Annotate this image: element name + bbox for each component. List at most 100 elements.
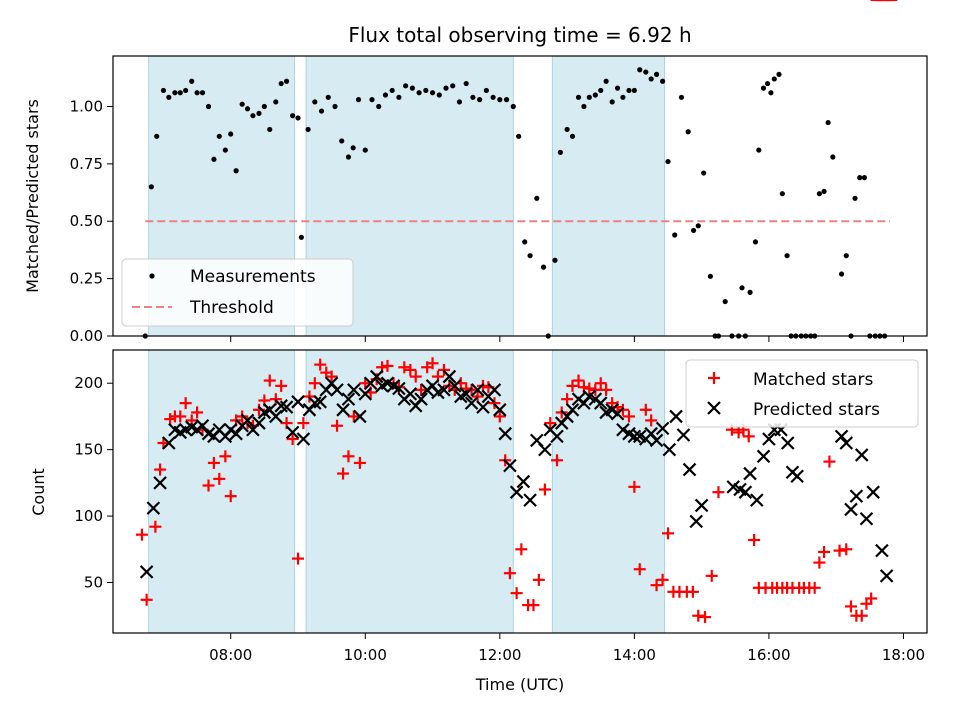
predicted-point [503, 458, 517, 473]
matched-point [572, 374, 585, 387]
measurement-point [503, 97, 510, 103]
matched-point [808, 581, 821, 594]
matched-point [527, 599, 540, 612]
measurement-point [756, 147, 762, 153]
predicted-star-points [139, 369, 894, 583]
measurement-point [295, 115, 301, 121]
x-axis-label: Time (UTC) [475, 675, 564, 694]
bottom-x-ticks: 08:00 10:00 12:00 14:00 16:00 18:00 [209, 633, 925, 664]
measurement-point [527, 253, 533, 259]
predicted-point [694, 498, 709, 513]
predicted-point [341, 392, 356, 406]
predicted-point [252, 416, 266, 430]
measurement-point [637, 67, 643, 73]
predicted-point [849, 489, 864, 503]
matched-point [515, 543, 528, 556]
measurement-point [355, 97, 362, 103]
measurement-point [177, 90, 183, 96]
measurement-point [760, 85, 767, 91]
matched-point [224, 490, 237, 503]
predicted-point [743, 466, 757, 481]
predicted-point [780, 436, 795, 450]
measurement-point [148, 184, 154, 190]
predicted-point [854, 448, 869, 462]
measurement-point [450, 83, 456, 89]
predicted-point [859, 511, 874, 526]
x-tick-label: 14:00 [613, 646, 656, 664]
matched-point [561, 393, 574, 406]
predicted-point [353, 409, 367, 424]
matched-point [409, 370, 422, 383]
matched-point [297, 417, 310, 430]
measurement-point [581, 103, 587, 110]
predicted-point [756, 449, 771, 464]
predicted-point [662, 442, 677, 457]
measurement-point [376, 103, 382, 110]
matched-point [742, 430, 755, 443]
predicted-point [493, 403, 507, 417]
measurement-point [256, 110, 262, 116]
predicted-point [146, 501, 161, 515]
matched-point [292, 552, 304, 565]
predicted-point [523, 493, 537, 507]
predicted-point [689, 514, 704, 529]
measurement-point [614, 85, 621, 91]
matched-point [705, 569, 718, 582]
predicted-point [550, 429, 564, 444]
measurement-point [764, 80, 771, 87]
predicted-point [593, 396, 608, 410]
matched-point [140, 593, 153, 606]
predicted-point [476, 400, 490, 414]
measurement-point [290, 113, 296, 119]
measurement-point [332, 103, 338, 110]
measurement-point [339, 138, 345, 144]
measurement-point [160, 87, 167, 94]
measurement-point [516, 133, 522, 139]
chart-title: Flux total observing time = 6.92 h [348, 23, 691, 47]
measurement-point [443, 85, 449, 91]
matched-point [325, 370, 338, 383]
measurement-point [273, 99, 279, 105]
measurement-point [739, 285, 745, 291]
matched-point [337, 467, 350, 480]
matched-point [589, 383, 602, 396]
measurement-point [690, 227, 697, 234]
matched-point [503, 567, 516, 580]
measurement-point [784, 253, 790, 259]
predicted-point [655, 421, 670, 436]
measurement-point [586, 94, 592, 100]
predicted-point [313, 395, 327, 409]
predicted-point [470, 383, 485, 397]
measurement-point [261, 103, 267, 110]
predicted-point [330, 383, 344, 397]
measurement-point [318, 108, 325, 114]
measurement-point [843, 253, 849, 259]
matched-point [855, 609, 868, 622]
measurement-point [463, 80, 469, 87]
predicted-point [676, 428, 691, 442]
matched-point [594, 377, 607, 390]
measurement-point [429, 90, 436, 96]
matched-point [510, 587, 523, 600]
predicted-point [750, 493, 764, 507]
predicted-point [464, 396, 479, 410]
measurement-point [534, 195, 540, 201]
measurement-point [776, 71, 782, 77]
matched-point [263, 374, 276, 387]
top-legend: Measurements Threshold [121, 258, 354, 327]
predicted-point [610, 406, 625, 421]
predicted-point [565, 403, 580, 417]
predicted-point [437, 383, 451, 397]
matched-point [493, 410, 506, 423]
bottom-legend-box [685, 359, 919, 428]
predicted-point [790, 469, 804, 483]
measurement-point [345, 154, 352, 160]
measurement-point [648, 76, 654, 82]
measurement-point [382, 92, 389, 98]
matched-point [662, 527, 674, 540]
matched-point [471, 390, 484, 403]
predicted-point [762, 432, 776, 446]
bottom-panel: 50 100 150 200 08:00 10:00 12:00 14:00 16:00 18:… [29, 0, 928, 694]
measurement-point [325, 94, 331, 100]
predicted-point [347, 383, 361, 397]
